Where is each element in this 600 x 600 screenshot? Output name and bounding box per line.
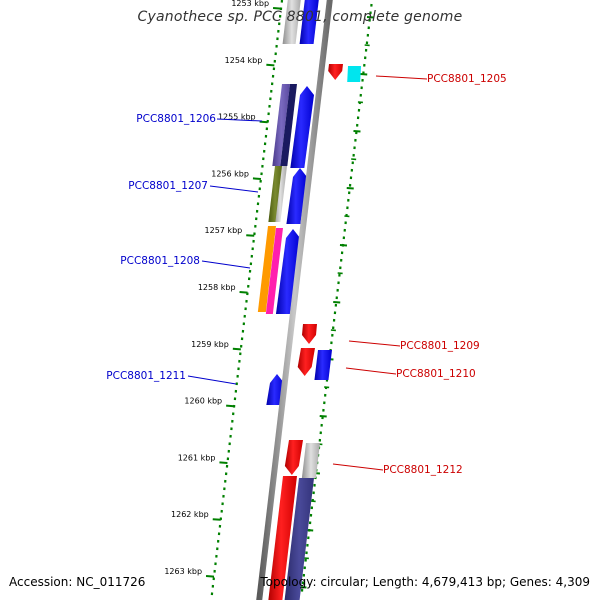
gene-1206-blue xyxy=(290,86,314,168)
kbp-tick xyxy=(226,404,235,408)
gene-1210-red xyxy=(297,348,315,376)
gene-1207-olive xyxy=(268,166,282,222)
kbp-tick-label: 1260 kbp xyxy=(184,397,222,406)
dna-backbone xyxy=(256,0,333,600)
gene-blue-top xyxy=(299,0,319,44)
kbp-tick xyxy=(259,120,268,124)
kbp-tick xyxy=(205,575,215,578)
kbp-tick-label: 1255 kbp xyxy=(218,113,256,122)
gene-1211-blue xyxy=(266,374,284,405)
gene-1208-orange xyxy=(257,226,276,312)
kbp-tick-label: 1256 kbp xyxy=(211,169,249,178)
kbp-tick xyxy=(252,177,262,180)
callout-line xyxy=(375,75,428,80)
gene-label[interactable]: PCC8801_1210 xyxy=(396,368,476,380)
gene-red-bottom xyxy=(268,476,297,600)
kbp-tick-label: 1257 kbp xyxy=(205,226,243,235)
gene-1210-blue xyxy=(314,350,332,380)
kbp-tick-label: 1259 kbp xyxy=(191,340,229,349)
gene-gray-top xyxy=(282,0,301,44)
gene-1206-purple xyxy=(272,84,290,166)
ring-major-tick xyxy=(333,301,341,304)
gene-label[interactable]: PCC8801_1208 xyxy=(120,255,200,267)
accession-text: Accession: NC_011726 xyxy=(9,575,146,589)
page-title: Cyanothece sp. PCC 8801, complete genome xyxy=(137,9,463,25)
ring-major-tick xyxy=(366,16,375,19)
gene-features xyxy=(257,0,361,600)
kbp-tick xyxy=(266,63,275,67)
gene-1208-blue xyxy=(275,229,300,314)
kbp-tick-label: 1254 kbp xyxy=(225,56,263,65)
callout-line xyxy=(216,118,263,122)
gene-callouts: PCC8801_1205 PCC8801_1206 PCC8801_1207 PCC8… xyxy=(106,73,506,476)
callout-line xyxy=(348,340,401,347)
gene-label[interactable]: PCC8801_1209 xyxy=(400,340,480,352)
gene-1209-red xyxy=(302,324,317,344)
topology-text: Topology: circular; Length: 4,679,413 bp… xyxy=(260,575,590,589)
callout-line xyxy=(332,463,384,471)
callout-line xyxy=(201,260,251,269)
kbp-tick xyxy=(272,7,282,10)
kbp-tick xyxy=(246,234,255,237)
gene-label[interactable]: PCC8801_1206 xyxy=(136,113,216,125)
kbp-tick-label: 1253 kbp xyxy=(231,0,269,8)
gene-1205-red xyxy=(328,64,343,80)
inner-tick-ring xyxy=(205,0,284,596)
gene-navy-bottom xyxy=(284,478,314,600)
kbp-tick-label: 1263 kbp xyxy=(164,567,202,576)
gene-1207-blue xyxy=(286,168,307,224)
gene-label[interactable]: PCC8801_1212 xyxy=(383,464,463,476)
gene-label[interactable]: PCC8801_1205 xyxy=(427,73,507,85)
kbp-tick xyxy=(219,461,228,464)
kbp-tick-labels: 1253 kbp 1254 kbp 1255 kbp 1256 kbp 1257 kbp… xyxy=(164,0,269,576)
ring-major-tick xyxy=(346,187,354,190)
kbp-tick xyxy=(239,291,248,294)
gene-1208-magenta xyxy=(265,228,283,314)
kbp-tick xyxy=(212,518,221,521)
gene-1206-navy xyxy=(280,84,297,166)
kbp-tick-label: 1261 kbp xyxy=(178,453,216,462)
ring-major-tick xyxy=(319,415,327,418)
kbp-tick xyxy=(232,347,241,351)
gene-1212-red xyxy=(284,440,303,475)
gene-1205-cyan xyxy=(347,66,361,82)
callout-line xyxy=(209,185,259,193)
kbp-tick-label: 1258 kbp xyxy=(198,283,236,292)
gene-label[interactable]: PCC8801_1211 xyxy=(106,370,186,382)
callout-line xyxy=(345,367,397,375)
callout-line xyxy=(187,375,237,385)
ring-major-tick xyxy=(353,130,361,133)
ring-major-tick xyxy=(339,244,348,247)
kbp-tick-label: 1262 kbp xyxy=(171,510,209,519)
gene-label[interactable]: PCC8801_1207 xyxy=(128,180,208,192)
ring-major-tick xyxy=(360,73,368,76)
gene-1212-gray xyxy=(301,443,320,478)
